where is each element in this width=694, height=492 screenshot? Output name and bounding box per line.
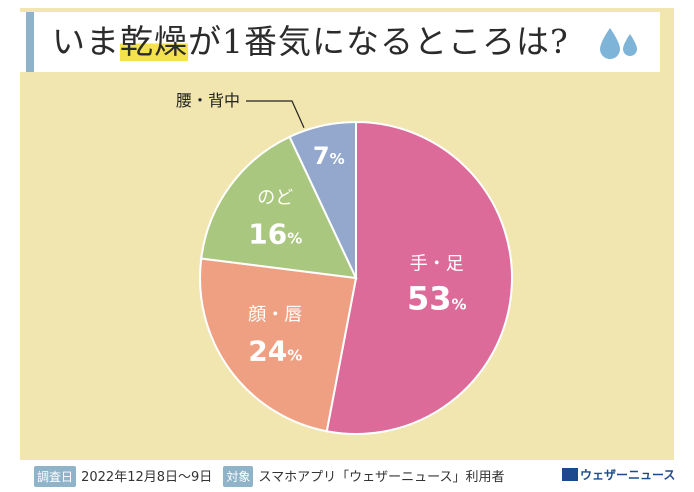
pie-slice-3 bbox=[288, 120, 357, 279]
weathernews-logo: ウェザーニュース bbox=[562, 466, 675, 483]
target-tag: 対象 bbox=[223, 466, 254, 487]
logo-mark-icon bbox=[562, 468, 578, 481]
water-drops-icon bbox=[600, 28, 637, 59]
pie-category-label-1: 顔・唇 bbox=[248, 305, 302, 326]
title-pre: いま bbox=[52, 22, 120, 61]
title-accent-stripe bbox=[26, 12, 34, 72]
target-text: スマホアプリ「ウェザーニュース」利用者 bbox=[258, 470, 505, 485]
pie-category-label-3: 腰・背中 bbox=[176, 91, 240, 110]
title-highlight: 乾燥 bbox=[120, 22, 188, 61]
footer: 調査日 2022年12月8日〜9日 対象 スマホアプリ「ウェザーニュース」利用者… bbox=[0, 462, 694, 492]
survey-date: 2022年12月8日〜9日 bbox=[81, 470, 213, 485]
page-title: いま乾燥が1番気になるところは? bbox=[52, 16, 569, 68]
pie-category-label-2: のど bbox=[257, 187, 293, 208]
title-post: が1番気になるところは? bbox=[188, 22, 569, 61]
leader-line bbox=[246, 100, 305, 129]
pie-slice-1 bbox=[199, 257, 358, 433]
logo-text: ウェザーニュース bbox=[580, 468, 676, 482]
pie-slice-2 bbox=[200, 135, 358, 280]
pie-slice-0 bbox=[325, 120, 513, 435]
survey-date-tag: 調査日 bbox=[34, 466, 77, 487]
pie-category-label-0: 手・足 bbox=[410, 254, 464, 275]
